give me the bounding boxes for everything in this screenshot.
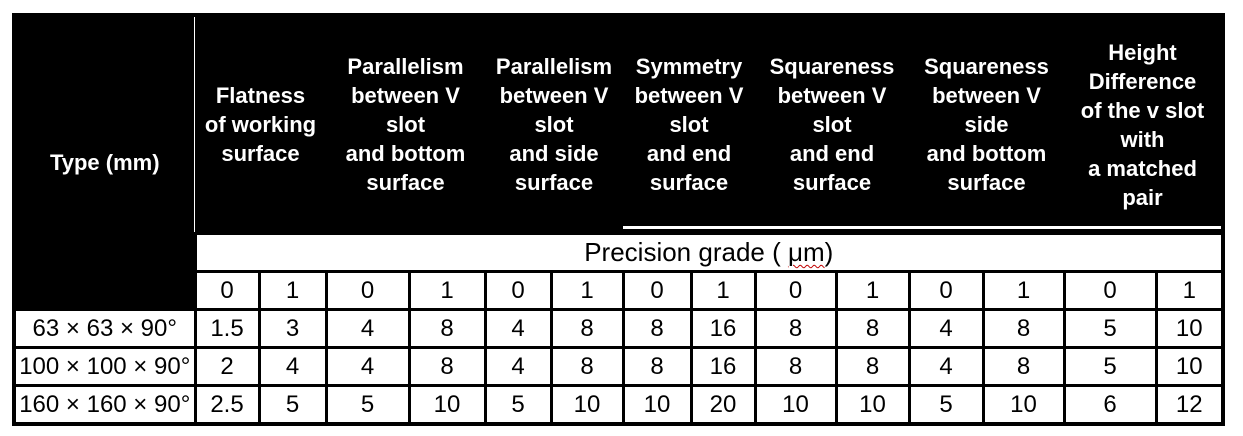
value-cell: 4 [257,346,328,387]
grade-row: 0 1 0 1 0 1 0 1 0 1 0 1 0 1 [14,270,1225,311]
value-cell: 1.5 [193,308,261,349]
row-type-cell: 100 × 100 × 90° [12,346,197,387]
value-cell: 8 [753,346,838,387]
value-cell: 2 [193,346,261,387]
value-cell: 4 [483,308,553,349]
grade-cell: 1 [1154,270,1225,311]
value-cell: 2.5 [193,384,261,426]
row-type-cell: 63 × 63 × 90° [12,308,197,349]
value-cell: 5 [1062,346,1158,387]
value-cell: 5 [324,384,411,426]
value-cell: 4 [324,346,411,387]
value-cell: 20 [689,384,757,426]
precision-grade-text: Precision grade ( [584,237,788,267]
type-header-cell: Type (mm) [14,15,195,310]
value-cell: 8 [981,346,1066,387]
value-cell: 10 [621,384,693,426]
value-cell: 4 [907,308,985,349]
v-block-spec-table: Type (mm) Flatness of working surface Pa… [12,13,1225,426]
value-cell: 3 [257,308,328,349]
grade-cell: 0 [907,270,985,311]
row-type-cell: 160 × 160 × 90° [12,384,197,426]
value-cell: 8 [621,308,693,349]
grade-cell: 0 [621,270,693,311]
value-cell: 5 [907,384,985,426]
value-cell: 4 [324,308,411,349]
value-cell: 6 [1062,384,1158,426]
grade-cell: 1 [407,270,487,311]
column-header-squareness-vside-bottom: Squareness between V side and bottom sur… [909,15,1064,234]
value-cell: 8 [834,308,911,349]
grade-cell: 0 [483,270,553,311]
precision-grade-close-paren: ) [824,237,834,267]
grade-cell: 0 [1062,270,1158,311]
grade-cell: 1 [834,270,911,311]
column-header-symmetry-vslot-end: Symmetry between V slot and end surface [623,15,755,234]
value-cell: 16 [689,308,757,349]
column-header-flatness: Flatness of working surface [195,15,326,234]
value-cell: 8 [407,346,487,387]
grade-cell: 1 [257,270,328,311]
grade-cell: 0 [324,270,411,311]
value-cell: 10 [407,384,487,426]
value-cell: 4 [483,346,553,387]
value-cell: 5 [1062,308,1158,349]
column-header-parallelism-vslot-side: Parallelism between V slot and side surf… [485,15,623,234]
value-cell: 12 [1154,384,1225,426]
value-cell: 5 [483,384,553,426]
value-cell: 16 [689,346,757,387]
value-cell: 4 [907,346,985,387]
column-header-squareness-vslot-end: Squareness between V slot and end surfac… [755,15,909,234]
value-cell: 10 [1154,346,1225,387]
grade-cell: 1 [549,270,625,311]
value-cell: 8 [753,308,838,349]
value-cell: 10 [753,384,838,426]
value-cell: 8 [834,346,911,387]
grade-cell: 1 [981,270,1066,311]
value-cell: 8 [407,308,487,349]
value-cell: 10 [981,384,1066,426]
table-row-160: 160 × 160 × 90° 2.5 5 5 10 5 10 10 20 10… [12,384,1225,426]
value-cell: 5 [257,384,328,426]
v-block-spec-table-wrap: Type (mm) Flatness of working surface Pa… [12,13,1225,426]
value-cell: 8 [621,346,693,387]
precision-grade-row: Precision grade ( μm) [14,232,1225,273]
table-row-100: 100 × 100 × 90° 2 4 4 8 4 8 8 16 8 8 4 8… [12,346,1225,387]
value-cell: 8 [981,308,1066,349]
table-row-63: 63 × 63 × 90° 1.5 3 4 8 4 8 8 16 8 8 4 8… [12,308,1225,349]
precision-grade-cell: Precision grade ( μm) [193,232,1225,273]
grade-cell: 1 [689,270,757,311]
column-header-parallelism-vslot-bottom: Parallelism between V slot and bottom su… [326,15,485,234]
value-cell: 10 [1154,308,1225,349]
column-header-height-difference: Height Difference of the v slot with a m… [1064,15,1223,234]
grade-cell: 0 [753,270,838,311]
value-cell: 8 [549,308,625,349]
value-cell: 8 [549,346,625,387]
value-cell: 10 [549,384,625,426]
header-row: Type (mm) Flatness of working surface Pa… [14,15,1223,310]
micron-unit-text: μm [787,237,825,267]
value-cell: 10 [834,384,911,426]
grade-cell: 0 [193,270,261,311]
